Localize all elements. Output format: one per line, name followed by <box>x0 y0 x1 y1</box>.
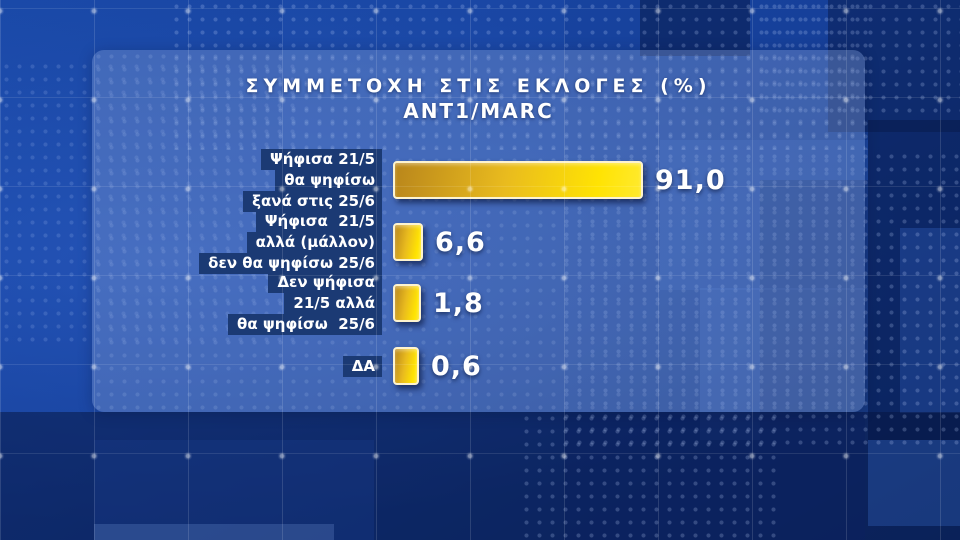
mosaic-tile <box>282 0 564 160</box>
category-label-line: ΔΑ <box>342 355 382 377</box>
chart-row: ΔΑ 0,6 <box>92 334 865 398</box>
value-label: 6,6 <box>435 226 486 258</box>
bar <box>393 284 421 322</box>
chart-source-label: ANT1/MARC <box>403 99 554 123</box>
category-label-line: θα ψηφίσω 25/6 <box>228 313 382 335</box>
panel-dot-texture <box>92 50 865 412</box>
category-label-line: ξανά στις 25/6 <box>243 190 382 212</box>
value-label: 0,6 <box>431 350 482 382</box>
mosaic-tile <box>828 0 960 132</box>
mosaic-tile <box>868 120 960 440</box>
mosaic-tile <box>760 180 868 440</box>
mosaic-tile <box>900 228 960 413</box>
chart-row: Ψήφισα 21/5 θα ψηφίσω ξανά στις 25/6 91,0 <box>92 148 865 212</box>
chart-panel: ΣΥΜΜΕΤΟΧΗ ΣΤΙΣ ΕΚΛΟΓΕΣ (%) ANT1/MARC Ψήφ… <box>92 50 865 412</box>
bar <box>393 347 419 385</box>
mosaic-tile <box>94 524 334 540</box>
mosaic-tile <box>660 140 868 290</box>
category-label-line: αλλά (μάλλον) <box>246 231 382 253</box>
mosaic-tile <box>0 412 960 540</box>
mosaic-tile <box>868 440 960 526</box>
category-label-line: θα ψηφίσω <box>275 169 382 191</box>
chart-row: Ψήφισα 21/5 αλλά (μάλλον) δεν θα ψηφίσω 25… <box>92 210 865 274</box>
value-label: 91,0 <box>655 164 726 196</box>
value-label: 1,8 <box>433 287 484 319</box>
bar <box>393 223 423 261</box>
dot-texture <box>170 0 870 150</box>
category-label: Ψήφισα 21/5 θα ψηφίσω ξανά στις 25/6 <box>92 148 382 212</box>
dot-texture <box>560 150 960 450</box>
chart-row: Δεν ψήφισα 21/5 αλλά θα ψηφίσω 25/6 1,8 <box>92 271 865 335</box>
dot-texture <box>520 412 780 540</box>
category-label: Δεν ψήφισα 21/5 αλλά θα ψηφίσω 25/6 <box>92 271 382 335</box>
mosaic-tile <box>640 0 750 56</box>
chart-title: ΣΥΜΜΕΤΟΧΗ ΣΤΙΣ ΕΚΛΟΓΕΣ (%) <box>245 75 712 97</box>
dot-texture <box>760 0 960 120</box>
category-label-line: Ψήφισα 21/5 <box>261 148 382 170</box>
bar <box>393 161 643 199</box>
category-label: Ψήφισα 21/5 αλλά (μάλλον) δεν θα ψηφίσω 25… <box>92 210 382 274</box>
category-label-line: Δεν ψήφισα <box>268 271 382 293</box>
mosaic-tile <box>565 412 865 540</box>
category-label: ΔΑ <box>92 355 382 377</box>
category-label-line: Ψήφισα 21/5 <box>255 210 382 232</box>
mosaic-tile <box>94 440 374 540</box>
category-label-line: 21/5 αλλά <box>284 292 382 314</box>
category-label-line: δεν θα ψηφίσω 25/6 <box>199 252 382 274</box>
